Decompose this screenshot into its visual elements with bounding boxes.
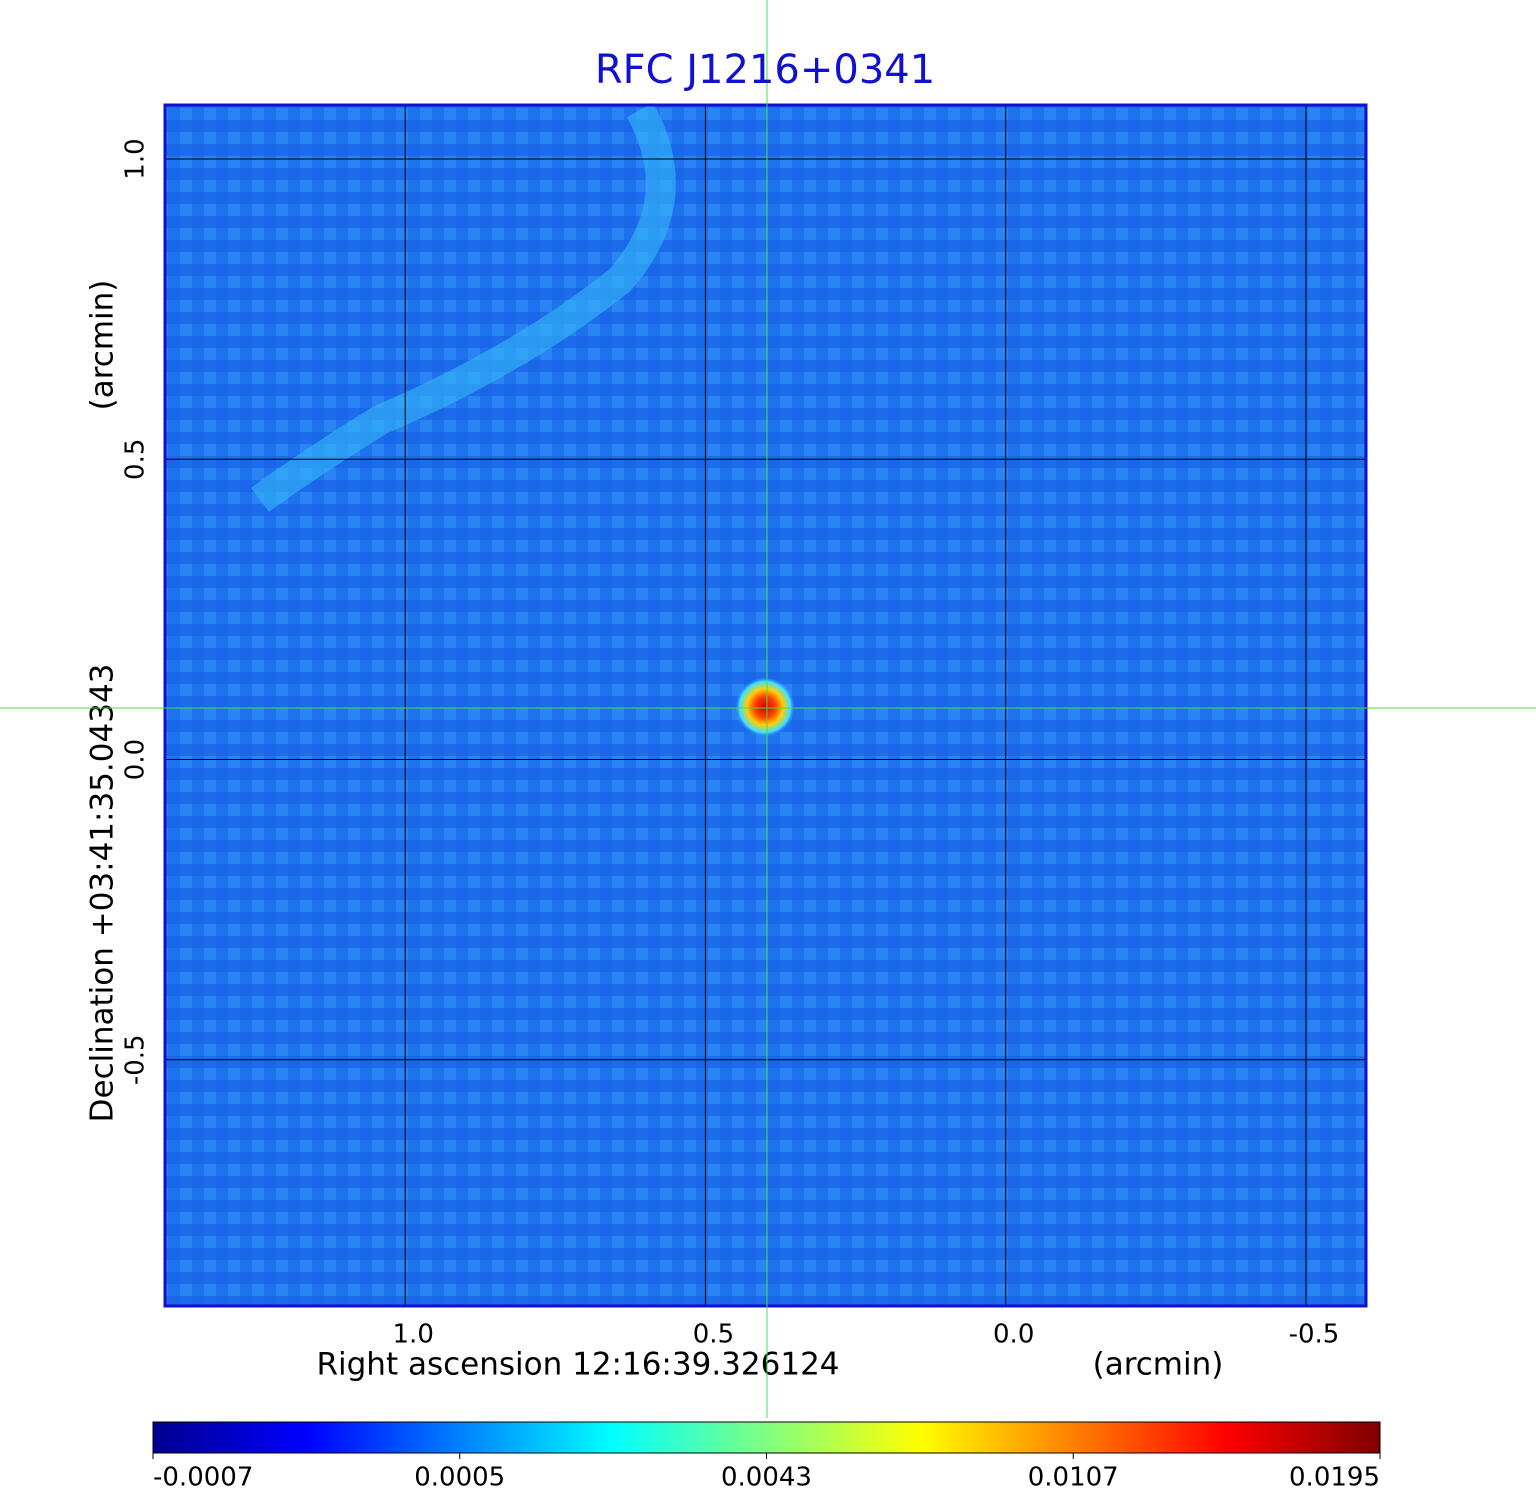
- source: [735, 677, 795, 737]
- colorbar-tick-label: 0.0043: [721, 1463, 812, 1493]
- colorbar-tick-label: 0.0005: [414, 1463, 505, 1493]
- x-unit: (arcmin): [1093, 1347, 1224, 1383]
- y-unit: (arcmin): [85, 280, 121, 411]
- colorbar-tick-label: -0.0007: [153, 1463, 253, 1493]
- chart-title: RFC J1216+0341: [595, 47, 935, 93]
- extended-emission: [251, 102, 676, 513]
- x-tick-label: 0.5: [693, 1320, 734, 1350]
- plot-area: [165, 102, 1366, 1306]
- y-tick-label: 0.5: [121, 439, 151, 480]
- colorbar-tick-label: 0.0107: [1028, 1463, 1119, 1493]
- x-tick-label: -0.5: [1289, 1320, 1340, 1350]
- x-tick-label: 0.0: [993, 1320, 1034, 1350]
- x-tick-label: 1.0: [393, 1320, 434, 1350]
- y-tick-label: 1.0: [121, 138, 151, 179]
- y-axis-label: Declination +03:41:35.04343: [85, 664, 121, 1123]
- frame: [163, 103, 1368, 1308]
- y-tick-label: -0.5: [121, 1034, 151, 1085]
- y-tick-label: 0.0: [121, 739, 151, 780]
- colorbar: [152, 1421, 1381, 1454]
- colorbar-tick-label: 0.0195: [1289, 1463, 1380, 1493]
- x-axis-label: Right ascension 12:16:39.326124: [316, 1347, 839, 1383]
